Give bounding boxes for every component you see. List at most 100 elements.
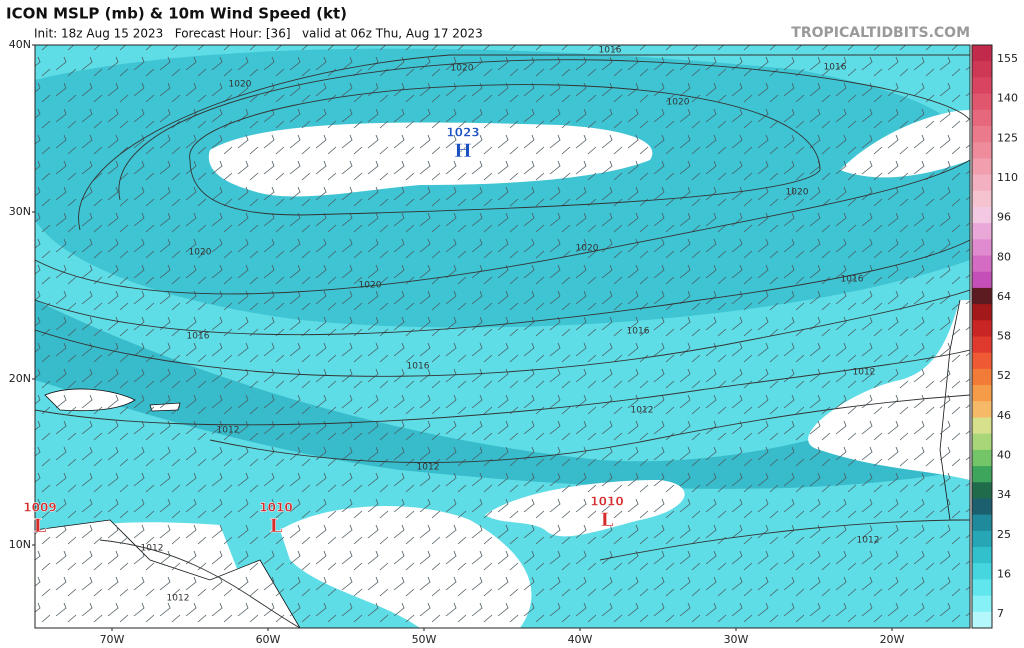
colorbar-segment	[972, 611, 992, 629]
colorbar-segment	[972, 466, 992, 483]
isobar-label: 1016	[627, 327, 650, 337]
colorbar-segment	[972, 547, 992, 564]
isobar-label: 1016	[187, 332, 210, 342]
colorbar-label: 155	[997, 52, 1018, 65]
isobar-label: 1012	[217, 426, 240, 436]
colorbar-label: 7	[997, 607, 1004, 620]
colorbar-segment	[972, 401, 992, 418]
colorbar-segment	[972, 109, 992, 127]
colorbar-segment	[972, 433, 992, 451]
colorbar-segment	[972, 498, 992, 516]
lon-label: 20W	[880, 633, 905, 646]
lon-label: 70W	[100, 633, 125, 646]
colorbar-segment	[972, 304, 992, 321]
colorbar-segment	[972, 563, 992, 580]
isobar-label: 1020	[189, 248, 212, 258]
colorbar-segment	[972, 206, 992, 224]
colorbar-segment	[972, 45, 992, 62]
colorbar-label: 40	[997, 449, 1011, 462]
colorbar-segment	[972, 385, 992, 402]
colorbar-segment	[972, 142, 992, 159]
colorbar-segment	[972, 190, 992, 208]
colorbar-label: 110	[997, 171, 1018, 184]
colorbar-label: 64	[997, 290, 1011, 303]
colorbar-segment	[972, 174, 992, 192]
lat-label: 20N	[9, 372, 31, 385]
isobar-label: 1012	[631, 406, 654, 416]
title: ICON MSLP (mb) & 10m Wind Speed (kt)	[6, 5, 347, 23]
colorbar: 155 140 125 110 96 80 64 58 52 46 40 34 25 16 7	[971, 44, 1018, 629]
colorbar-segment	[972, 336, 992, 354]
isobar-label: 1020	[451, 64, 474, 74]
pressure-value: 1010	[259, 501, 292, 515]
colorbar-segment	[972, 158, 992, 176]
lon-label: 60W	[256, 633, 281, 646]
pressure-value: 1023	[446, 126, 479, 140]
lat-label: 40N	[9, 38, 31, 51]
colorbar-label: 58	[997, 330, 1011, 343]
colorbar-label: 80	[997, 250, 1011, 263]
colorbar-segment	[972, 579, 992, 597]
isobar-label: 1020	[667, 98, 690, 108]
colorbar-segment	[972, 223, 992, 240]
lon-label: 50W	[412, 633, 437, 646]
colorbar-segment	[972, 320, 992, 337]
colorbar-label: 16	[997, 567, 1011, 580]
isobar-label: 1012	[417, 463, 440, 473]
colorbar-frame	[971, 44, 993, 629]
subtitle: Init: 18z Aug 15 2023 Forecast Hour: [36…	[34, 27, 483, 41]
lon-label: 30W	[724, 633, 749, 646]
colorbar-segment	[972, 417, 992, 435]
lat-label: 30N	[9, 205, 31, 218]
colorbar-segment	[972, 93, 992, 111]
colorbar-label: 125	[997, 131, 1018, 144]
colorbar-segment	[972, 239, 992, 257]
colorbar-segment	[972, 125, 992, 143]
colorbar-segment	[972, 595, 992, 613]
colorbar-label: 96	[997, 211, 1011, 224]
colorbar-segment	[972, 514, 992, 532]
lat-label: 10N	[9, 538, 31, 551]
colorbar-segment	[972, 61, 992, 78]
isobar-label: 1020	[359, 281, 382, 291]
isobar-label: 1012	[141, 544, 164, 554]
wind-barbs	[35, 45, 970, 628]
colorbar-segment	[972, 255, 992, 273]
colorbar-segment	[972, 482, 992, 499]
colorbar-segment	[972, 368, 992, 386]
colorbar-segment	[972, 449, 992, 467]
pressure-symbol: L	[600, 509, 613, 531]
isobars	[35, 54, 970, 628]
colorbar-label: 25	[997, 528, 1011, 541]
isobar-label: 1016	[841, 275, 864, 285]
isobar-label: 1020	[576, 244, 599, 254]
isobar-label: 1012	[167, 594, 190, 604]
pressure-symbol: L	[33, 515, 46, 537]
colorbar-label: 46	[997, 409, 1011, 422]
isobar-label: 1012	[853, 368, 876, 378]
lon-label: 40W	[568, 633, 593, 646]
colorbar-label: 34	[997, 488, 1011, 501]
source: TROPICALTIDBITS.COM	[791, 25, 970, 41]
colorbar-segment	[972, 352, 992, 370]
colorbar-segment	[972, 77, 992, 95]
pressure-value: 1010	[590, 495, 623, 509]
isobar-label: 1020	[229, 80, 252, 90]
isobar-label: 1020	[786, 188, 809, 198]
colorbar-segment	[972, 530, 992, 548]
map-frame	[34, 44, 971, 629]
isobar-label: 1016	[407, 362, 430, 372]
colorbar-segment	[972, 287, 992, 305]
isobar-label: 1016	[824, 63, 847, 73]
colorbar-label: 140	[997, 92, 1018, 105]
pressure-symbol: H	[454, 140, 472, 162]
colorbar-label: 52	[997, 369, 1011, 382]
map	[35, 45, 970, 628]
pressure-value: 1009	[23, 501, 56, 515]
pressure-symbol: L	[269, 515, 282, 537]
isobar-label: 1016	[599, 46, 622, 56]
colorbar-segment	[972, 271, 992, 289]
isobar-label: 1012	[857, 536, 880, 546]
